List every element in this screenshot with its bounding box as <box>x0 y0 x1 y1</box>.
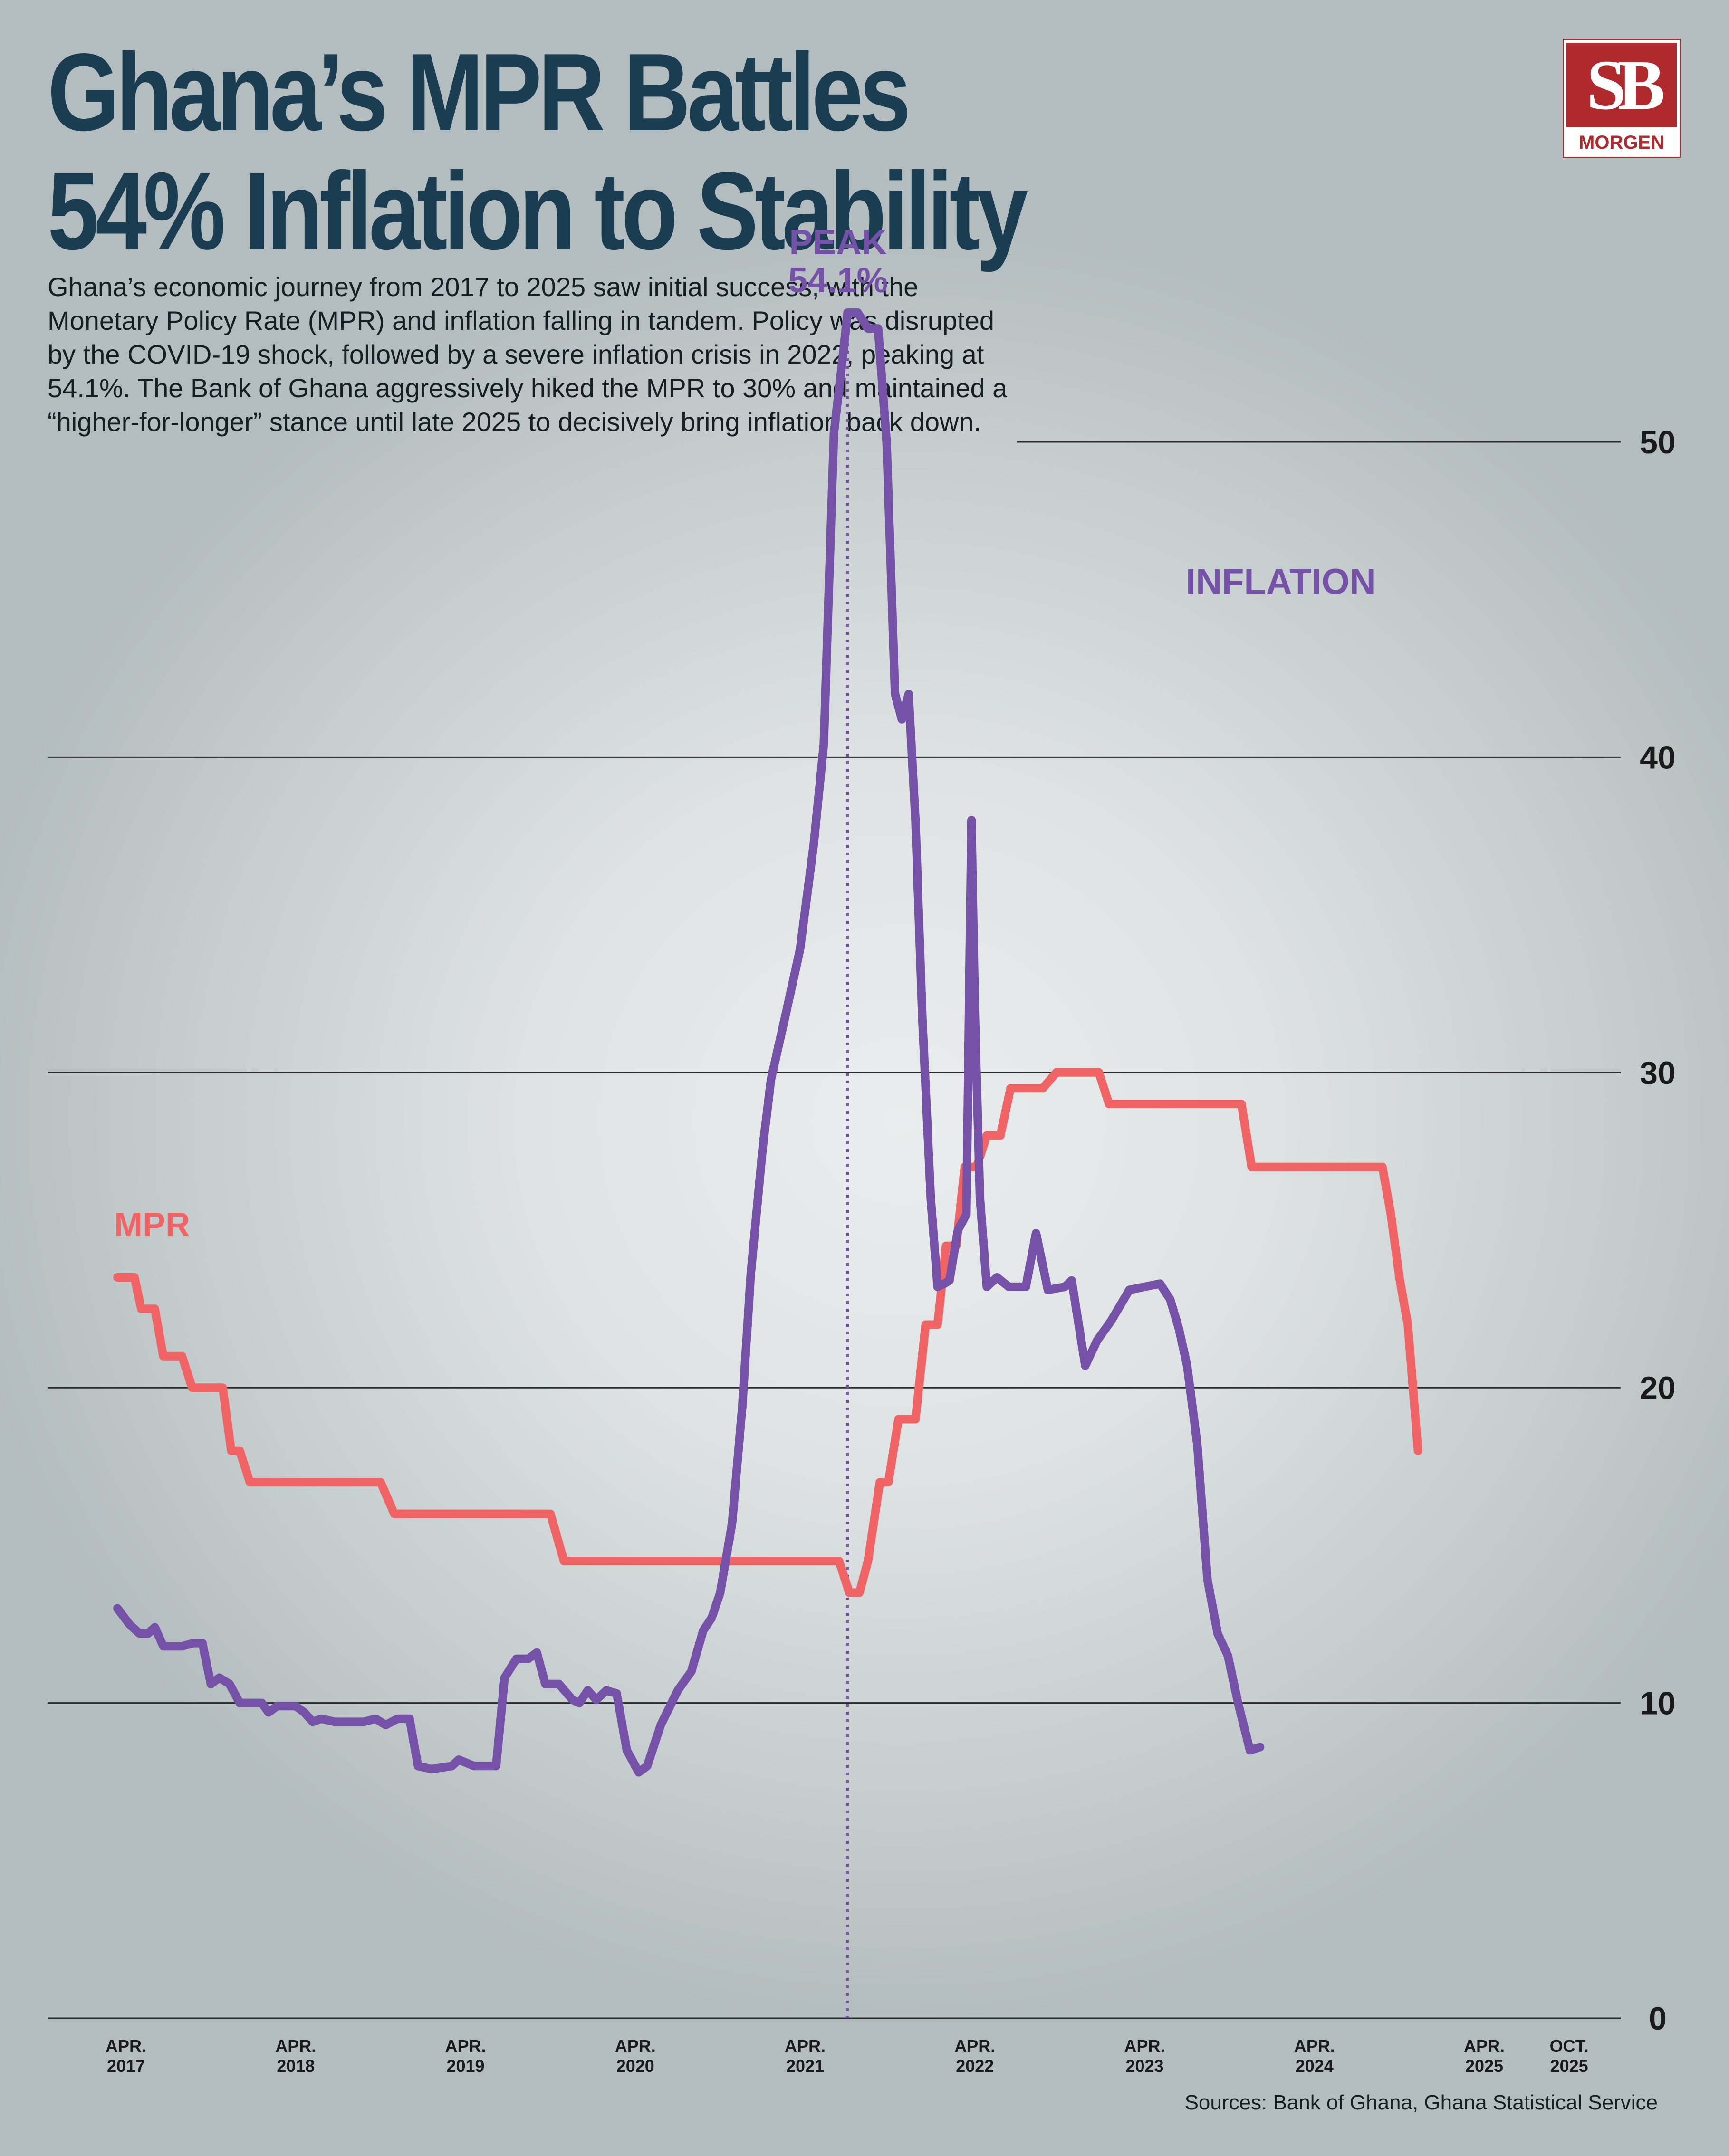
peak-label-title: PEAK <box>789 222 887 262</box>
x-tick-label-6-month: APR. <box>1124 2036 1165 2056</box>
x-axis-ticks: APR.2017APR.2018APR.2019APR.2020APR.2021… <box>106 2036 1589 2076</box>
y-tick-label-0: 0 <box>1649 2001 1667 2037</box>
y-axis-ticks: 0 10 20 30 40 50 <box>1640 424 1676 2037</box>
x-tick-label-0-month: APR. <box>106 2036 146 2056</box>
x-tick-label-0-year: 2017 <box>107 2056 145 2076</box>
title-line-2: 54% Inflation to Stability <box>48 150 1028 273</box>
x-tick-label-1-year: 2018 <box>277 2056 315 2076</box>
y-tick-label-10: 10 <box>1640 1686 1676 1722</box>
x-tick-label-8-year: 2025 <box>1465 2056 1503 2076</box>
x-tick-label-8-month: APR. <box>1464 2036 1505 2056</box>
source-note: Sources: Bank of Ghana, Ghana Statistica… <box>1184 2091 1658 2114</box>
x-tick-label-2-month: APR. <box>445 2036 486 2056</box>
x-tick-label-1-month: APR. <box>275 2036 316 2056</box>
page-title: Ghana’s MPR Battles 54% Inflation to Sta… <box>48 31 1028 273</box>
x-tick-label-3-year: 2020 <box>616 2056 654 2076</box>
y-tick-label-50: 50 <box>1640 424 1676 460</box>
logo-wordmark: MORGEN <box>1579 132 1664 153</box>
x-tick-label-4-year: 2021 <box>786 2056 824 2076</box>
chart-description: Ghana’s economic journey from 2017 to 20… <box>48 272 1008 437</box>
x-tick-label-2-year: 2019 <box>446 2056 484 2076</box>
mpr-series-label: MPR <box>114 1206 190 1244</box>
peak-label-value: 54.1% <box>788 260 888 300</box>
x-tick-label-5-year: 2022 <box>956 2056 994 2076</box>
x-tick-label-9-month: OCT. <box>1550 2036 1589 2056</box>
x-tick-label-7-year: 2024 <box>1296 2056 1334 2076</box>
x-tick-label-9-year: 2025 <box>1550 2056 1588 2076</box>
logo-mark: SB <box>1566 43 1677 127</box>
x-tick-label-5-month: APR. <box>954 2036 995 2056</box>
x-tick-label-6-year: 2023 <box>1125 2056 1163 2076</box>
title-line-1: Ghana’s MPR Battles <box>48 31 911 154</box>
inflation-series-line <box>113 308 1265 1777</box>
y-tick-label-20: 20 <box>1640 1370 1676 1406</box>
inflation-series-label: INFLATION <box>1186 562 1376 602</box>
x-tick-label-4-month: APR. <box>785 2036 826 2056</box>
gridlines <box>48 441 1621 2019</box>
y-tick-label-40: 40 <box>1640 739 1676 776</box>
mpr-series-line <box>113 1068 1422 1597</box>
y-tick-label-30: 30 <box>1640 1055 1676 1091</box>
x-tick-label-7-month: APR. <box>1294 2036 1335 2056</box>
brand-logo[interactable]: SB MORGEN <box>1563 39 1681 158</box>
x-tick-label-3-month: APR. <box>615 2036 656 2056</box>
